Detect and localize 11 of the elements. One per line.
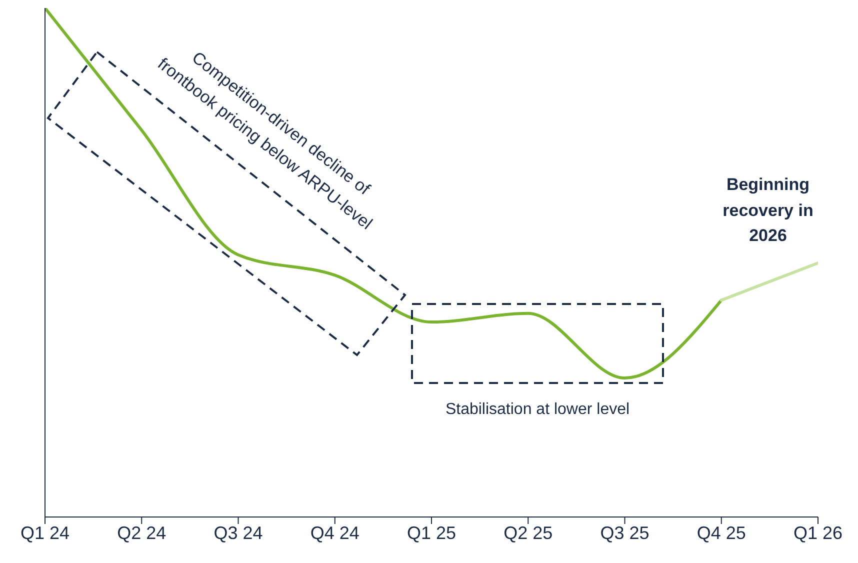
x-tick-label: Q3 25 [600, 522, 650, 543]
x-tick-label: Q3 24 [214, 522, 263, 543]
annotation: Beginning recovery in 2026 [722, 174, 814, 247]
annotation: Stabilisation at lower level [444, 400, 631, 420]
x-tick-label: Q2 24 [117, 522, 166, 543]
x-tick-label: Q2 25 [504, 522, 553, 543]
x-tick-label: Q4 24 [310, 522, 360, 543]
x-tick-label: Q4 25 [696, 522, 746, 543]
x-tick-label: Q1 25 [406, 522, 456, 543]
x-tick-label: Q1 24 [20, 522, 70, 543]
x-tick-label: Q1 26 [793, 522, 843, 543]
